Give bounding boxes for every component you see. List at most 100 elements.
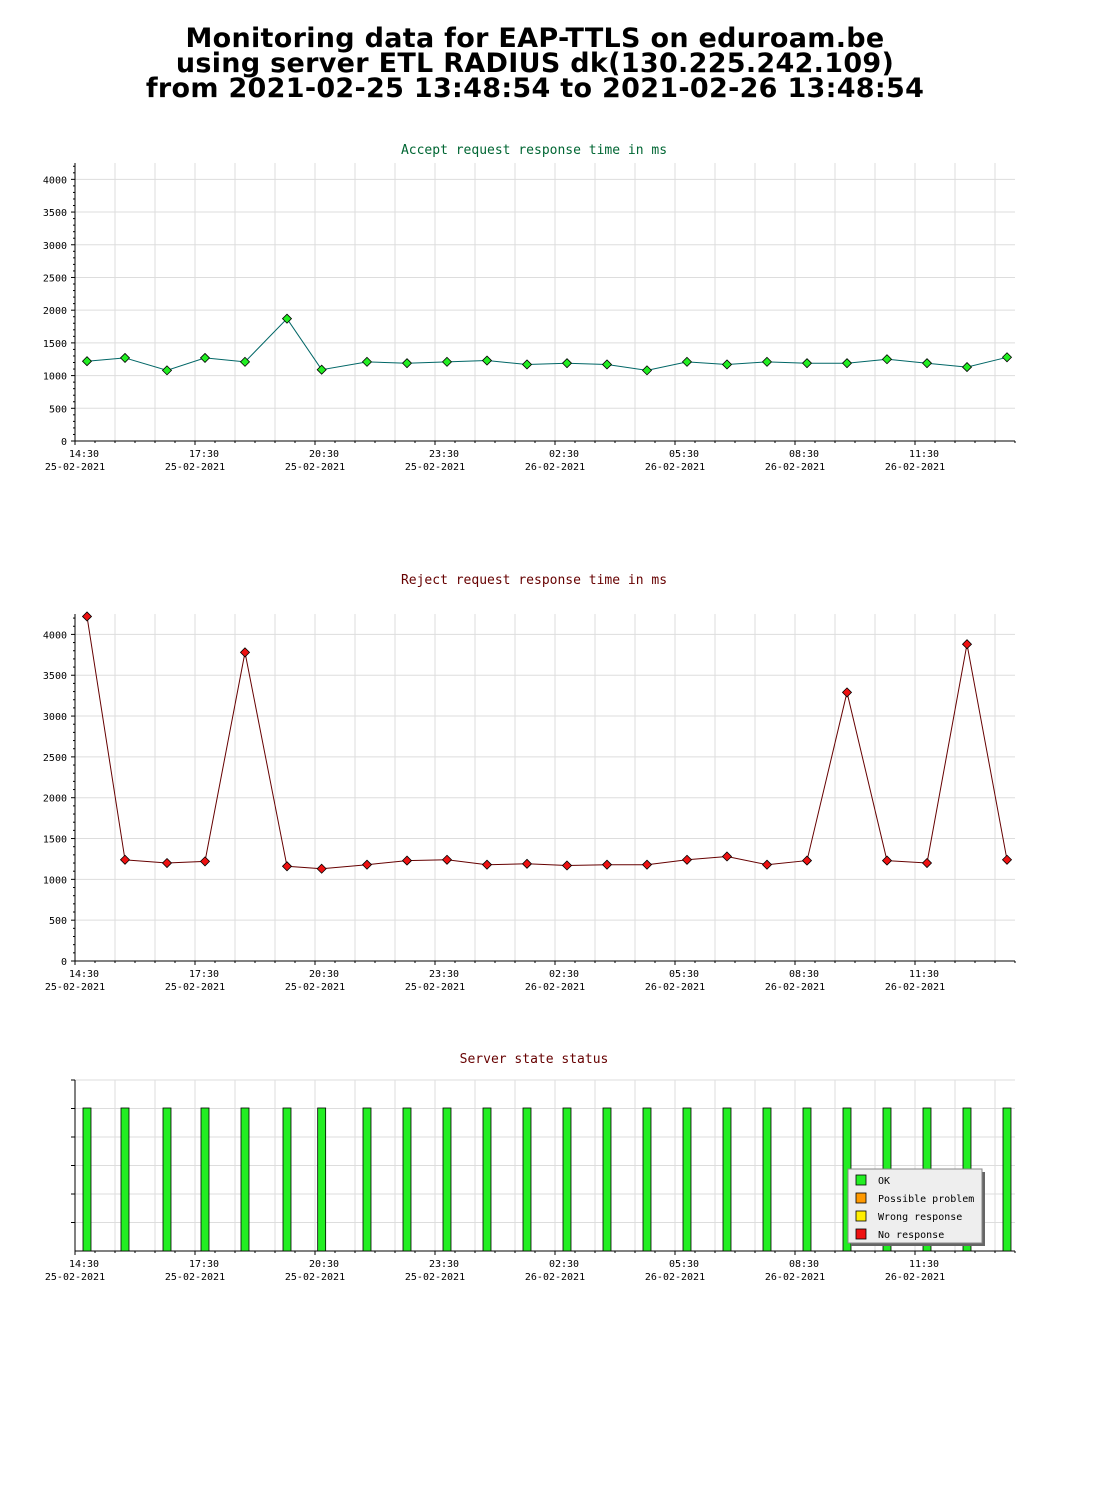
chart2-x-tick-date: 25-02-2021	[45, 982, 105, 993]
chart3-x-tick-date: 25-02-2021	[285, 1272, 345, 1283]
chart3-status-bar	[120, 1107, 130, 1252]
chart2-x-tick-time: 23:30	[429, 969, 459, 980]
chart2-data-point	[481, 859, 493, 870]
chart1-x-tick-date: 26-02-2021	[525, 462, 585, 473]
chart1-data-point	[401, 358, 413, 369]
legend-label: Wrong response	[878, 1212, 962, 1223]
chart2-y-tick-label: 2500	[43, 753, 67, 764]
chart3-status-bar	[317, 1107, 327, 1252]
chart3-legend: OK Possible problem Wrong response No respo…	[847, 1168, 985, 1246]
chart3-x-tick-time: 08:30	[789, 1259, 819, 1270]
page-title-line-1: Monitoring data for EAP-TTLS on eduroam.…	[185, 23, 885, 54]
chart2-x-tick-date: 25-02-2021	[285, 982, 345, 993]
chart1-data-point	[921, 358, 933, 369]
chart1-x-tick-time: 11:30	[909, 449, 939, 460]
chart1-data-point	[281, 313, 293, 324]
chart2-data-point	[316, 863, 327, 874]
chart2-x-tick-date: 26-02-2021	[645, 982, 705, 993]
chart2-y-tick-label: 3000	[43, 712, 67, 723]
chart1-x-tick-date: 25-02-2021	[45, 462, 105, 473]
chart1-data-point	[721, 359, 733, 370]
chart3-x-tick-date: 25-02-2021	[165, 1272, 225, 1283]
chart2-data-point	[681, 854, 693, 865]
chart3-x-tick-date: 26-02-2021	[765, 1272, 825, 1283]
chart3-status-bar	[762, 1107, 772, 1252]
chart3: Server state status 14:30 25-02-2021 17:30 2…	[45, 1052, 1016, 1283]
chart1-data-point	[481, 355, 493, 366]
chart2-x-tick-time: 08:30	[789, 969, 819, 980]
chart2-data-point	[561, 860, 573, 871]
chart2-data-point	[401, 855, 413, 866]
chart3-status-bar	[522, 1107, 532, 1252]
chart2-data-point	[1001, 854, 1013, 865]
legend-swatch	[855, 1228, 867, 1240]
chart1-x-tick-time: 20:30	[309, 449, 339, 460]
chart2-data-point	[239, 647, 251, 658]
chart2-x-tick-time: 14:30	[69, 969, 99, 980]
chart3-x-tick-date: 25-02-2021	[45, 1272, 105, 1283]
chart2-series-line	[86, 616, 1008, 870]
chart3-status-bar	[200, 1107, 210, 1252]
chart2-data-point	[961, 639, 973, 650]
chart2-data-point	[521, 858, 533, 869]
chart1-series-line	[86, 317, 1008, 371]
chart1-y-tick-label: 1500	[43, 339, 67, 350]
legend-swatch	[855, 1210, 867, 1222]
chart2-y-tick-label: 3500	[43, 671, 67, 682]
chart3-status-bar	[1002, 1107, 1012, 1252]
chart1-x-tick-time: 23:30	[429, 449, 459, 460]
chart2-data-point	[601, 859, 613, 870]
chart1-data-point	[561, 358, 573, 369]
chart2-data-point	[119, 854, 131, 865]
chart3-x-tick-time: 23:30	[429, 1259, 459, 1270]
chart1-x-tick-date: 26-02-2021	[645, 462, 705, 473]
chart2-y-tick-label: 2000	[43, 794, 67, 805]
chart3-x-tick-date: 26-02-2021	[525, 1272, 585, 1283]
chart1-data-point	[361, 356, 373, 367]
chart3-status-bar	[642, 1107, 652, 1252]
chart2-x-tick-date: 26-02-2021	[885, 982, 945, 993]
chart2-x-tick-time: 11:30	[909, 969, 939, 980]
chart1-x-tick-date: 26-02-2021	[765, 462, 825, 473]
chart1-data-point	[1001, 352, 1013, 363]
chart2-y-tick-label: 0	[61, 957, 67, 968]
chart1-data-point	[81, 356, 93, 367]
chart1-y-tick-label: 4000	[43, 175, 67, 186]
chart1-data-point	[441, 356, 453, 367]
chart3-status-bar	[802, 1107, 812, 1252]
chart3-status-bar	[162, 1107, 172, 1252]
chart3-x-tick-date: 26-02-2021	[645, 1272, 705, 1283]
chart3-status-bar	[402, 1107, 412, 1252]
chart1-x-tick-time: 02:30	[549, 449, 579, 460]
chart2-x-tick-date: 25-02-2021	[165, 982, 225, 993]
chart3-status-bar	[682, 1107, 692, 1252]
chart1-data-point	[199, 352, 211, 363]
chart2-data-point	[841, 687, 853, 698]
chart2-x-tick-time: 17:30	[189, 969, 219, 980]
chart1-x-tick-time: 08:30	[789, 449, 819, 460]
chart2-title: Reject request response time in ms	[401, 573, 667, 588]
chart2-data-point	[199, 856, 211, 867]
legend-label: Possible problem	[878, 1194, 974, 1205]
chart1-data-point	[801, 358, 813, 369]
chart1-y-tick-label: 3000	[43, 241, 67, 252]
chart1-title: Accept request response time in ms	[401, 143, 667, 158]
chart3-x-tick-date: 25-02-2021	[405, 1272, 465, 1283]
chart2-data-point	[441, 854, 453, 865]
chart2-x-tick-time: 02:30	[549, 969, 579, 980]
chart3-x-tick-date: 26-02-2021	[885, 1272, 945, 1283]
chart2: Reject request response time in ms 0 500 10…	[43, 573, 1016, 993]
chart1-x-tick-time: 17:30	[189, 449, 219, 460]
chart3-title: Server state status	[460, 1052, 609, 1067]
chart2-x-tick-time: 20:30	[309, 969, 339, 980]
chart1-x-tick-date: 25-02-2021	[285, 462, 345, 473]
chart3-x-tick-time: 02:30	[549, 1259, 579, 1270]
chart1-x-tick-date: 26-02-2021	[885, 462, 945, 473]
legend-swatch	[855, 1174, 867, 1186]
chart1-x-tick-date: 25-02-2021	[165, 462, 225, 473]
page-title-line-3: from 2021-02-25 13:48:54 to 2021-02-26 1…	[145, 73, 925, 104]
legend-box	[847, 1168, 983, 1244]
chart2-data-point	[81, 611, 93, 622]
chart2-data-point	[721, 851, 733, 862]
